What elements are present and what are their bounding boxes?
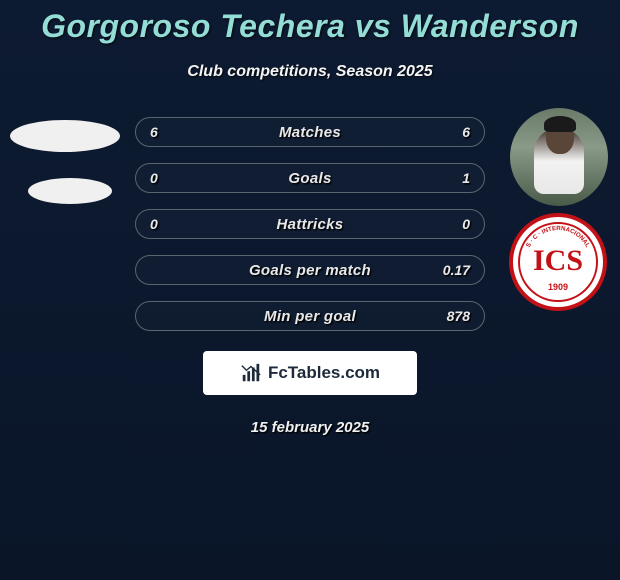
stat-row: Min per goal 878	[135, 301, 485, 331]
stat-left-value: 6	[150, 124, 158, 140]
page-title: Gorgoroso Techera vs Wanderson	[0, 8, 620, 45]
stat-right-value: 0	[462, 216, 470, 232]
stat-right-value: 878	[447, 308, 470, 324]
stat-left-value: 0	[150, 216, 158, 232]
stat-row: 0 Goals 1	[135, 163, 485, 193]
stat-row: 6 Matches 6	[135, 117, 485, 147]
page-subtitle: Club competitions, Season 2025	[0, 63, 620, 81]
source-watermark[interactable]: FcTables.com	[203, 351, 417, 395]
stat-label: Goals	[288, 170, 331, 187]
watermark-text: FcTables.com	[268, 363, 380, 383]
stat-left-value: 0	[150, 170, 158, 186]
stat-row: Goals per match 0.17	[135, 255, 485, 285]
stat-label: Goals per match	[249, 262, 371, 279]
avatar-hair	[544, 116, 576, 132]
comparison-card: Gorgoroso Techera vs Wanderson Club comp…	[0, 0, 620, 436]
stats-list: 6 Matches 6 0 Goals 1 0 Hattricks 0 Goal…	[0, 117, 620, 331]
stat-right-value: 6	[462, 124, 470, 140]
stat-row: 0 Hattricks 0	[135, 209, 485, 239]
stat-right-value: 1	[462, 170, 470, 186]
stat-right-value: 0.17	[443, 262, 470, 278]
snapshot-date: 15 february 2025	[0, 419, 620, 436]
stat-label: Matches	[279, 124, 341, 141]
bar-chart-icon	[240, 362, 262, 384]
stat-label: Hattricks	[277, 216, 344, 233]
stat-label: Min per goal	[264, 308, 356, 325]
